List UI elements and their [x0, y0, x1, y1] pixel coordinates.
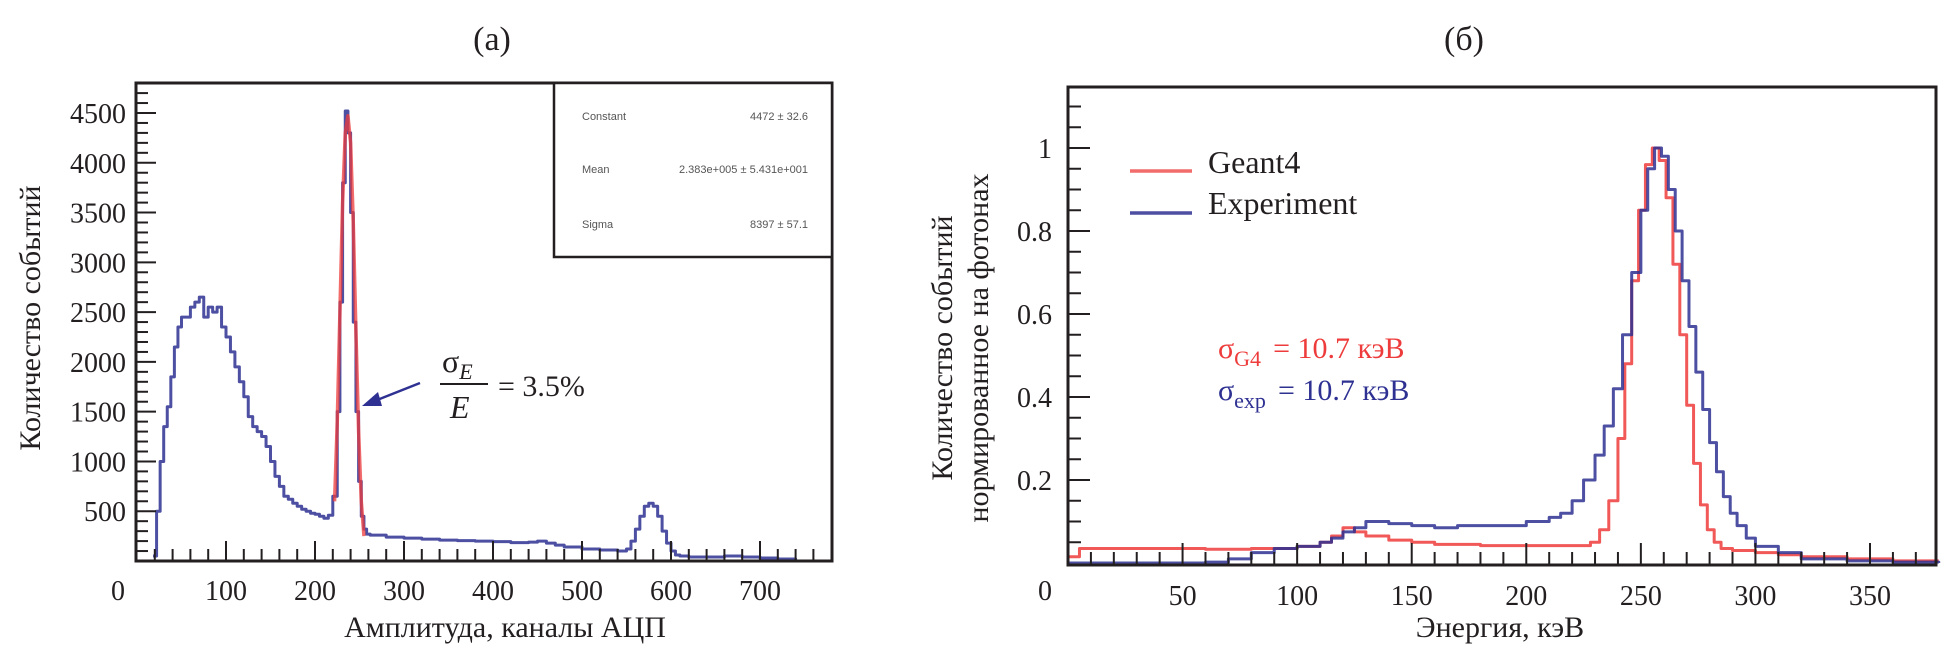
- chart-b-ticks: 50 100 150 200 250 300 350 0.2 0.4 0.6 0.8 1 0: [1017, 105, 1917, 612]
- arrowhead-icon: [362, 392, 382, 406]
- sigma-g4-annotation: σG4 = 10.7 кэВ: [1218, 332, 1405, 371]
- stats-mean-label: Mean: [582, 164, 610, 176]
- chart-a-panel-label: (a): [473, 21, 511, 58]
- chart-b-legend: Geant4 Experiment: [1130, 144, 1357, 221]
- y-tick-label: 2500: [70, 298, 126, 329]
- x-tick-label: 400: [472, 576, 514, 607]
- legend-label-experiment: Experiment: [1208, 185, 1357, 221]
- y-tick-label: 3000: [70, 248, 126, 279]
- y-tick-label: 0.4: [1017, 383, 1052, 414]
- y-tick-label: 1500: [70, 398, 126, 429]
- y-tick-label: 0.2: [1017, 466, 1052, 497]
- annotation-denominator: E: [449, 389, 470, 425]
- x-tick-label: 500: [561, 576, 603, 607]
- y-zero-label: 0: [1038, 576, 1052, 607]
- chart-b-y-axis-label-line1: Количество событий: [926, 215, 959, 480]
- resolution-annotation: σE E = 3.5%: [362, 343, 585, 425]
- chart-b: (б) 50 100 150 200 250 300 350 0.2 0.4 0.6 0.8 1 0 Э…: [926, 21, 1941, 644]
- stats-constant-label: Constant: [582, 111, 626, 123]
- chart-b-series: [1068, 146, 1941, 565]
- x-tick-label: 200: [1505, 581, 1547, 612]
- stats-mean-value: 2.383e+005 ± 5.431e+001: [679, 164, 808, 176]
- chart-a: (a) 0 100 200 300 400 500 600 700 500 1000 1500 200…: [14, 21, 834, 644]
- chart-b-series-experiment: [1068, 146, 1941, 565]
- chart-a-x-axis-label: Амплитуда, каналы АЦП: [344, 611, 666, 644]
- y-tick-label: 0.8: [1017, 217, 1052, 248]
- x-tick-label: 100: [205, 576, 247, 607]
- annotation-arrow: [371, 381, 421, 404]
- x-tick-label: 300: [1734, 581, 1776, 612]
- sigma-annotations: σG4 = 10.7 кэВ σexp = 10.7 кэВ: [1218, 332, 1409, 413]
- y-tick-label: 4000: [70, 149, 126, 180]
- x-tick-label: 200: [294, 576, 336, 607]
- annotation-value: = 3.5%: [498, 370, 585, 403]
- y-tick-label: 4500: [70, 99, 126, 130]
- y-tick-label: 1: [1038, 134, 1052, 165]
- chart-a-series: [153, 109, 798, 561]
- y-tick-label: 1000: [70, 447, 126, 478]
- sigma-exp-annotation: σexp = 10.7 кэВ: [1218, 374, 1409, 413]
- y-tick-label: 3500: [70, 199, 126, 230]
- y-tick-label: 0.6: [1017, 300, 1052, 331]
- chart-b-y-axis-label-line2: нормированное на фотонах: [962, 173, 995, 522]
- x-tick-label: 600: [650, 576, 692, 607]
- x-tick-label: 50: [1169, 581, 1197, 612]
- annotation-sigma: σE: [442, 343, 473, 384]
- chart-a-series-gaussian-fit: [332, 114, 366, 537]
- chart-b-frame: [1066, 85, 1938, 567]
- stats-constant-value: 4472 ± 32.6: [750, 111, 808, 123]
- stats-sigma-label: Sigma: [582, 219, 614, 231]
- chart-a-ticks: 0 100 200 300 400 500 600 700 500 1000 1500 2000 250…: [70, 92, 815, 607]
- x-tick-label: 300: [383, 576, 425, 607]
- legend-label-geant4: Geant4: [1208, 144, 1300, 180]
- chart-a-y-axis-label: Количество событий: [14, 185, 47, 450]
- x-tick-label: 700: [739, 576, 781, 607]
- chart-b-panel-label: (б): [1444, 21, 1484, 58]
- chart-b-series-geant4: [1068, 146, 1939, 563]
- x-tick-label: 150: [1391, 581, 1433, 612]
- stats-sigma-value: 8397 ± 57.1: [750, 219, 808, 231]
- chart-a-stats-box: Constant 4472 ± 32.6 Mean 2.383e+005 ± 5…: [552, 81, 834, 259]
- stats-box-frame: [552, 81, 834, 259]
- x-tick-label: 350: [1849, 581, 1891, 612]
- y-tick-label: 2000: [70, 348, 126, 379]
- x-tick-label: 100: [1276, 581, 1318, 612]
- chart-b-x-axis-label: Энергия, кэВ: [1416, 611, 1584, 644]
- x-tick-label: 250: [1620, 581, 1662, 612]
- y-tick-label: 500: [84, 497, 126, 528]
- x-tick-label: 0: [111, 576, 125, 607]
